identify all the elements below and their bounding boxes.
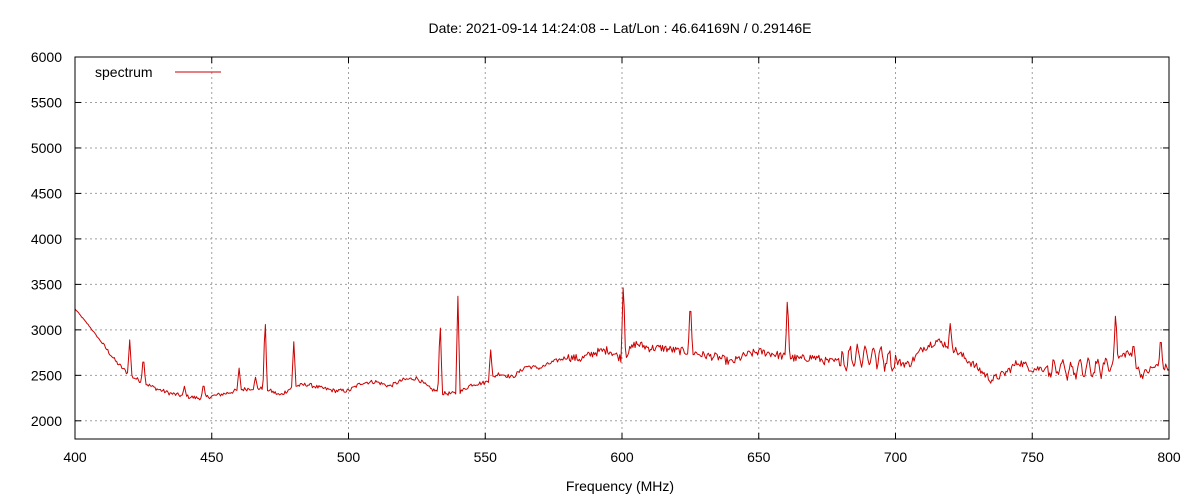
y-tick-label: 3500: [31, 276, 62, 292]
y-tick-label: 4000: [31, 231, 62, 247]
x-tick-label: 750: [1021, 449, 1045, 465]
y-tick-label: 2500: [31, 367, 62, 383]
x-tick-label: 800: [1157, 449, 1181, 465]
chart-title: Date: 2021-09-14 14:24:08 -- Lat/Lon : 4…: [429, 20, 812, 36]
y-tick-label: 2000: [31, 413, 62, 429]
x-tick-label: 450: [200, 449, 224, 465]
x-tick-label: 550: [474, 449, 498, 465]
y-tick-label: 5500: [31, 94, 62, 110]
y-tick-label: 4500: [31, 185, 62, 201]
plot-area: [74, 287, 1170, 401]
y-tick-labels: 2000 2500 3000 3500 4000 4500 5000 5500 6000: [31, 49, 62, 429]
grid: [75, 57, 1169, 439]
legend-label-spectrum: spectrum: [95, 64, 153, 80]
y-tick-label: 6000: [31, 49, 62, 65]
y-tick-label: 3000: [31, 322, 62, 338]
x-tick-label: 700: [884, 449, 908, 465]
y-tick-label: 5000: [31, 140, 62, 156]
x-tick-label: 650: [747, 449, 771, 465]
x-tick-labels: 400 450 500 550 600 650 700 750 800: [63, 449, 1181, 465]
legend: spectrum: [95, 64, 221, 80]
ticks: [74, 56, 1170, 439]
x-axis-label: Frequency (MHz): [566, 478, 674, 494]
x-tick-label: 600: [610, 449, 634, 465]
series-line-spectrum: [74, 287, 1170, 401]
x-tick-label: 400: [63, 449, 87, 465]
x-tick-label: 500: [337, 449, 361, 465]
